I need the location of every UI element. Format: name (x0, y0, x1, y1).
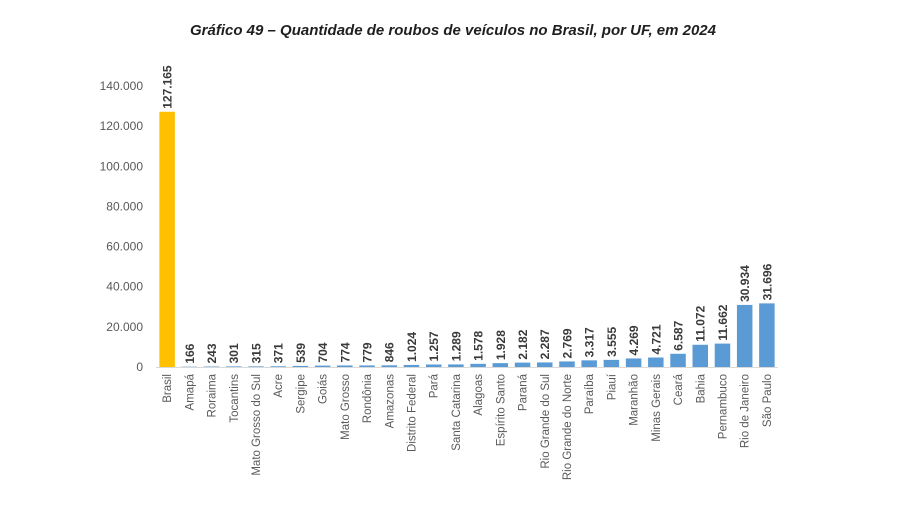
x-tick-label: Alagoas (473, 374, 485, 416)
bar (514, 362, 531, 367)
bar (314, 365, 331, 367)
bar (581, 360, 597, 367)
bar-value-label: 315 (249, 343, 263, 363)
x-tick-label: Bahia (695, 373, 707, 403)
bar-value-label: 11.072 (694, 305, 708, 341)
bar-value-label: 6.587 (672, 320, 686, 350)
bar-value-label: 2.769 (560, 328, 574, 358)
x-tick-label: Rondônia (362, 373, 374, 423)
bar-value-label: 127.165 (161, 65, 175, 109)
bar (425, 364, 442, 367)
bar-value-label: 779 (361, 342, 375, 362)
bar-value-label: 371 (272, 343, 286, 363)
data-labels: 127.165 166 243 301 315 371 539 704 774 779 846 1.0… (161, 65, 775, 364)
y-tick-label: 100.000 (100, 159, 144, 173)
bar (337, 365, 353, 367)
x-tick-label: Brasil (162, 374, 174, 403)
x-tick-label: Pernambuco (717, 374, 729, 439)
bar (159, 111, 175, 367)
bar (448, 364, 464, 367)
x-tick-label: São Paulo (762, 374, 774, 427)
bar (203, 366, 220, 368)
x-tick-label: Goiás (318, 374, 330, 404)
x-tick-label: Ceará (673, 373, 685, 405)
bar (670, 353, 686, 367)
bar (292, 365, 309, 367)
bar-value-label: 3.555 (605, 327, 619, 357)
x-tick-label: Paraná (518, 373, 530, 411)
bar-value-label: 166 (183, 343, 197, 363)
bar-value-label: 11.662 (716, 304, 730, 340)
x-tick-label: Tocantins (229, 374, 241, 423)
x-tick-label: Piauí (606, 373, 618, 400)
x-tick-label: Paraíba (584, 373, 596, 414)
bar-value-label: 1.578 (472, 330, 486, 360)
chart-title: Gráfico 49 – Quantidade de roubos de veí… (190, 22, 716, 39)
bar-value-label: 301 (227, 343, 241, 363)
x-tick-label: Pará (429, 373, 441, 398)
bar (403, 364, 420, 367)
x-tick-label: Roraima (207, 373, 219, 417)
x-tick-label: Distrito Federal (406, 374, 418, 452)
x-tick-label: Maranhão (629, 374, 641, 426)
bar-value-label: 3.317 (583, 327, 597, 357)
x-tick-label: Mato Grosso do Sul (251, 374, 263, 476)
bar-value-label: 30.934 (738, 265, 752, 302)
x-tick-label: Amapá (184, 373, 196, 410)
x-tick-label: Minas Gerais (651, 374, 663, 442)
bar-value-label: 846 (383, 342, 397, 362)
y-tick-label: 140.000 (100, 79, 144, 93)
x-tick-label: Rio de Janeiro (740, 374, 752, 448)
bar-value-label: 1.928 (494, 330, 508, 360)
bar-value-label: 539 (294, 343, 308, 363)
bar (559, 361, 575, 367)
bar (248, 366, 264, 368)
bar (736, 304, 753, 367)
bar-value-label: 1.289 (449, 331, 463, 361)
x-tick-label: Santa Catarina (451, 373, 463, 450)
x-tick-label: Acre (273, 374, 285, 398)
bar-series (159, 111, 775, 368)
x-tick-label: Rio Grande do Norte (562, 374, 574, 480)
y-tick-label: 0 (136, 360, 143, 374)
x-tick-label: Rio Grande do Sul (540, 374, 552, 469)
x-tick-label: Espírito Santo (495, 374, 507, 446)
bar-value-label: 2.182 (516, 329, 530, 359)
bar (381, 365, 397, 367)
y-axis: 0 20.000 40.000 60.000 80.000 100.000 120.000 1… (100, 79, 144, 374)
bar (759, 303, 775, 367)
bar-value-label: 1.024 (405, 332, 419, 362)
y-tick-label: 60.000 (106, 240, 143, 254)
bar-value-label: 1.257 (427, 331, 441, 361)
bar-value-label: 4.269 (627, 325, 641, 355)
bar (714, 343, 731, 367)
bar-value-label: 704 (316, 342, 330, 362)
x-tick-label: Sergipe (295, 374, 307, 414)
y-tick-label: 80.000 (106, 199, 143, 213)
bar (692, 344, 708, 367)
bar-value-label: 2.287 (538, 329, 552, 359)
y-tick-label: 20.000 (106, 320, 143, 334)
bar (492, 363, 509, 367)
bar (603, 359, 620, 367)
bar (226, 366, 242, 368)
bar (625, 358, 642, 367)
y-tick-label: 40.000 (106, 280, 143, 294)
bar-value-label: 243 (205, 343, 219, 363)
bar-value-label: 31.696 (760, 263, 774, 300)
bar-value-label: 4.721 (649, 324, 663, 354)
bar (359, 365, 375, 367)
x-tick-label: Amazonas (384, 374, 396, 429)
bar (537, 362, 553, 367)
bar (470, 363, 486, 367)
y-tick-label: 120.000 (100, 119, 144, 133)
x-tick-label: Mato Grosso (340, 374, 352, 440)
x-axis: Brasil Amapá Roraima Tocantins Mato Grosso d… (162, 373, 774, 480)
bar-value-label: 774 (338, 342, 352, 362)
bar (270, 366, 286, 368)
bar (648, 357, 664, 367)
